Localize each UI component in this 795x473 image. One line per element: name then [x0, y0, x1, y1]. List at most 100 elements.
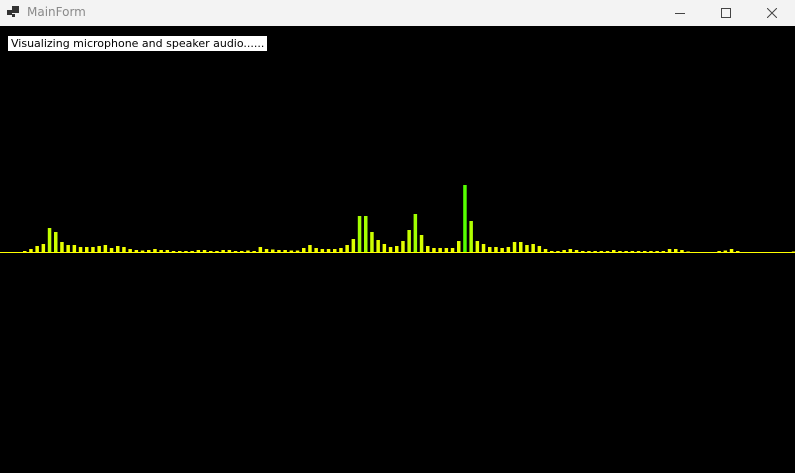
spectrum-bar — [72, 245, 77, 252]
spectrum-bar — [41, 244, 46, 252]
spectrum-bar — [525, 245, 529, 252]
spectrum-bar — [500, 248, 504, 252]
spectrum-bar — [395, 246, 399, 252]
close-icon — [767, 8, 777, 18]
spectrum-bar — [134, 250, 139, 252]
spectrum-bar — [605, 251, 610, 252]
spectrum-bar — [202, 250, 207, 252]
spectrum-bar — [661, 251, 666, 252]
spectrum-bar — [655, 251, 659, 252]
maximize-button[interactable] — [703, 0, 749, 26]
spectrum-bar — [488, 247, 492, 252]
app-form-icon — [7, 6, 19, 17]
spectrum-bar — [506, 247, 511, 252]
spectrum-bar — [326, 249, 331, 252]
spectrum-bar — [494, 247, 498, 252]
spectrum-bar — [184, 251, 188, 252]
spectrum-bar — [512, 242, 517, 252]
spectrum-bar — [29, 249, 33, 252]
minimize-button[interactable] — [657, 0, 703, 26]
spectrum-bar — [723, 250, 728, 252]
spectrum-bar — [35, 246, 39, 252]
spectrum-bar — [302, 248, 306, 252]
close-button[interactable] — [749, 0, 795, 26]
status-label: Visualizing microphone and speaker audio… — [8, 36, 268, 51]
spectrum-bar — [469, 221, 473, 252]
spectrum-bar — [791, 251, 795, 252]
spectrum-bar — [568, 249, 573, 252]
spectrum-bar — [320, 249, 325, 252]
spectrum-bar — [109, 248, 114, 252]
spectrum-bar — [116, 246, 120, 252]
spectrum-bar — [277, 250, 281, 252]
spectrum-bar — [457, 241, 461, 252]
spectrum-bar — [599, 251, 604, 252]
spectrum-bar — [209, 251, 213, 252]
spectrum-bar — [196, 250, 201, 252]
spectrum-bar — [122, 247, 126, 252]
spectrum-bar — [543, 249, 548, 252]
spectrum-bar — [643, 251, 647, 252]
spectrum-bar — [85, 247, 89, 252]
spectrum-bar — [283, 250, 287, 252]
spectrum-bar — [357, 216, 362, 252]
spectrum-bar — [407, 230, 411, 252]
audio-visualizer — [0, 185, 795, 253]
spectrum-bar — [159, 250, 163, 252]
spectrum-bar — [264, 249, 269, 252]
spectrum-bar — [581, 251, 585, 252]
spectrum-bar — [556, 251, 560, 252]
spectrum-bar — [438, 248, 442, 252]
spectrum-bar — [537, 246, 542, 252]
spectrum-bar — [519, 242, 523, 252]
spectrum-bar — [624, 251, 628, 252]
visualizer-panel: Visualizing microphone and speaker audio… — [0, 26, 795, 473]
spectrum-bar — [240, 251, 244, 252]
spectrum-bar — [78, 247, 83, 252]
spectrum-bar — [295, 250, 300, 252]
spectrum-bar — [649, 251, 653, 252]
spectrum-bar — [717, 251, 721, 252]
spectrum-bar — [574, 250, 579, 252]
spectrum-bar — [103, 245, 108, 252]
spectrum-bar — [252, 251, 256, 252]
spectrum-bar — [314, 248, 318, 252]
minimize-icon — [675, 13, 685, 14]
spectrum-bar — [667, 249, 672, 252]
spectrum-bar — [351, 239, 356, 252]
spectrum-bar — [444, 248, 449, 252]
spectrum-bar — [562, 250, 566, 252]
spectrum-bar — [54, 232, 58, 252]
spectrum-bar — [147, 250, 151, 252]
spectrum-bar — [339, 248, 343, 252]
spectrum-bar — [60, 242, 64, 252]
spectrum-bar — [153, 249, 157, 252]
spectrum-bar — [258, 247, 263, 252]
spectrum-bar — [140, 250, 145, 252]
spectrum-bar — [636, 251, 641, 252]
spectrum-bar — [66, 245, 70, 252]
spectrum-bar — [587, 251, 591, 252]
spectrum-bar — [388, 247, 393, 252]
spectrum-bar — [413, 214, 418, 252]
spectrum-bar — [227, 250, 232, 252]
spectrum-bar — [481, 244, 486, 252]
spectrum-bar — [271, 249, 275, 252]
spectrum-bar — [475, 241, 480, 252]
spectrum-bar — [364, 216, 368, 252]
spectrum-bar — [190, 251, 194, 252]
spectrum-bar — [736, 251, 740, 252]
spectrum-bar — [97, 246, 101, 252]
spectrum-bar — [419, 235, 424, 252]
spectrum-bar — [23, 251, 27, 252]
spectrum-bar — [165, 250, 170, 252]
spectrum-bar — [463, 185, 467, 252]
spectrum-bar — [531, 244, 535, 252]
spectrum-bar — [128, 249, 132, 252]
spectrum-bar — [91, 247, 95, 252]
spectrum-bar — [686, 251, 690, 252]
spectrum-bar — [382, 244, 387, 252]
spectrum-bar — [618, 251, 622, 252]
spectrum-bar — [171, 251, 176, 252]
spectrum-bar — [333, 249, 337, 252]
